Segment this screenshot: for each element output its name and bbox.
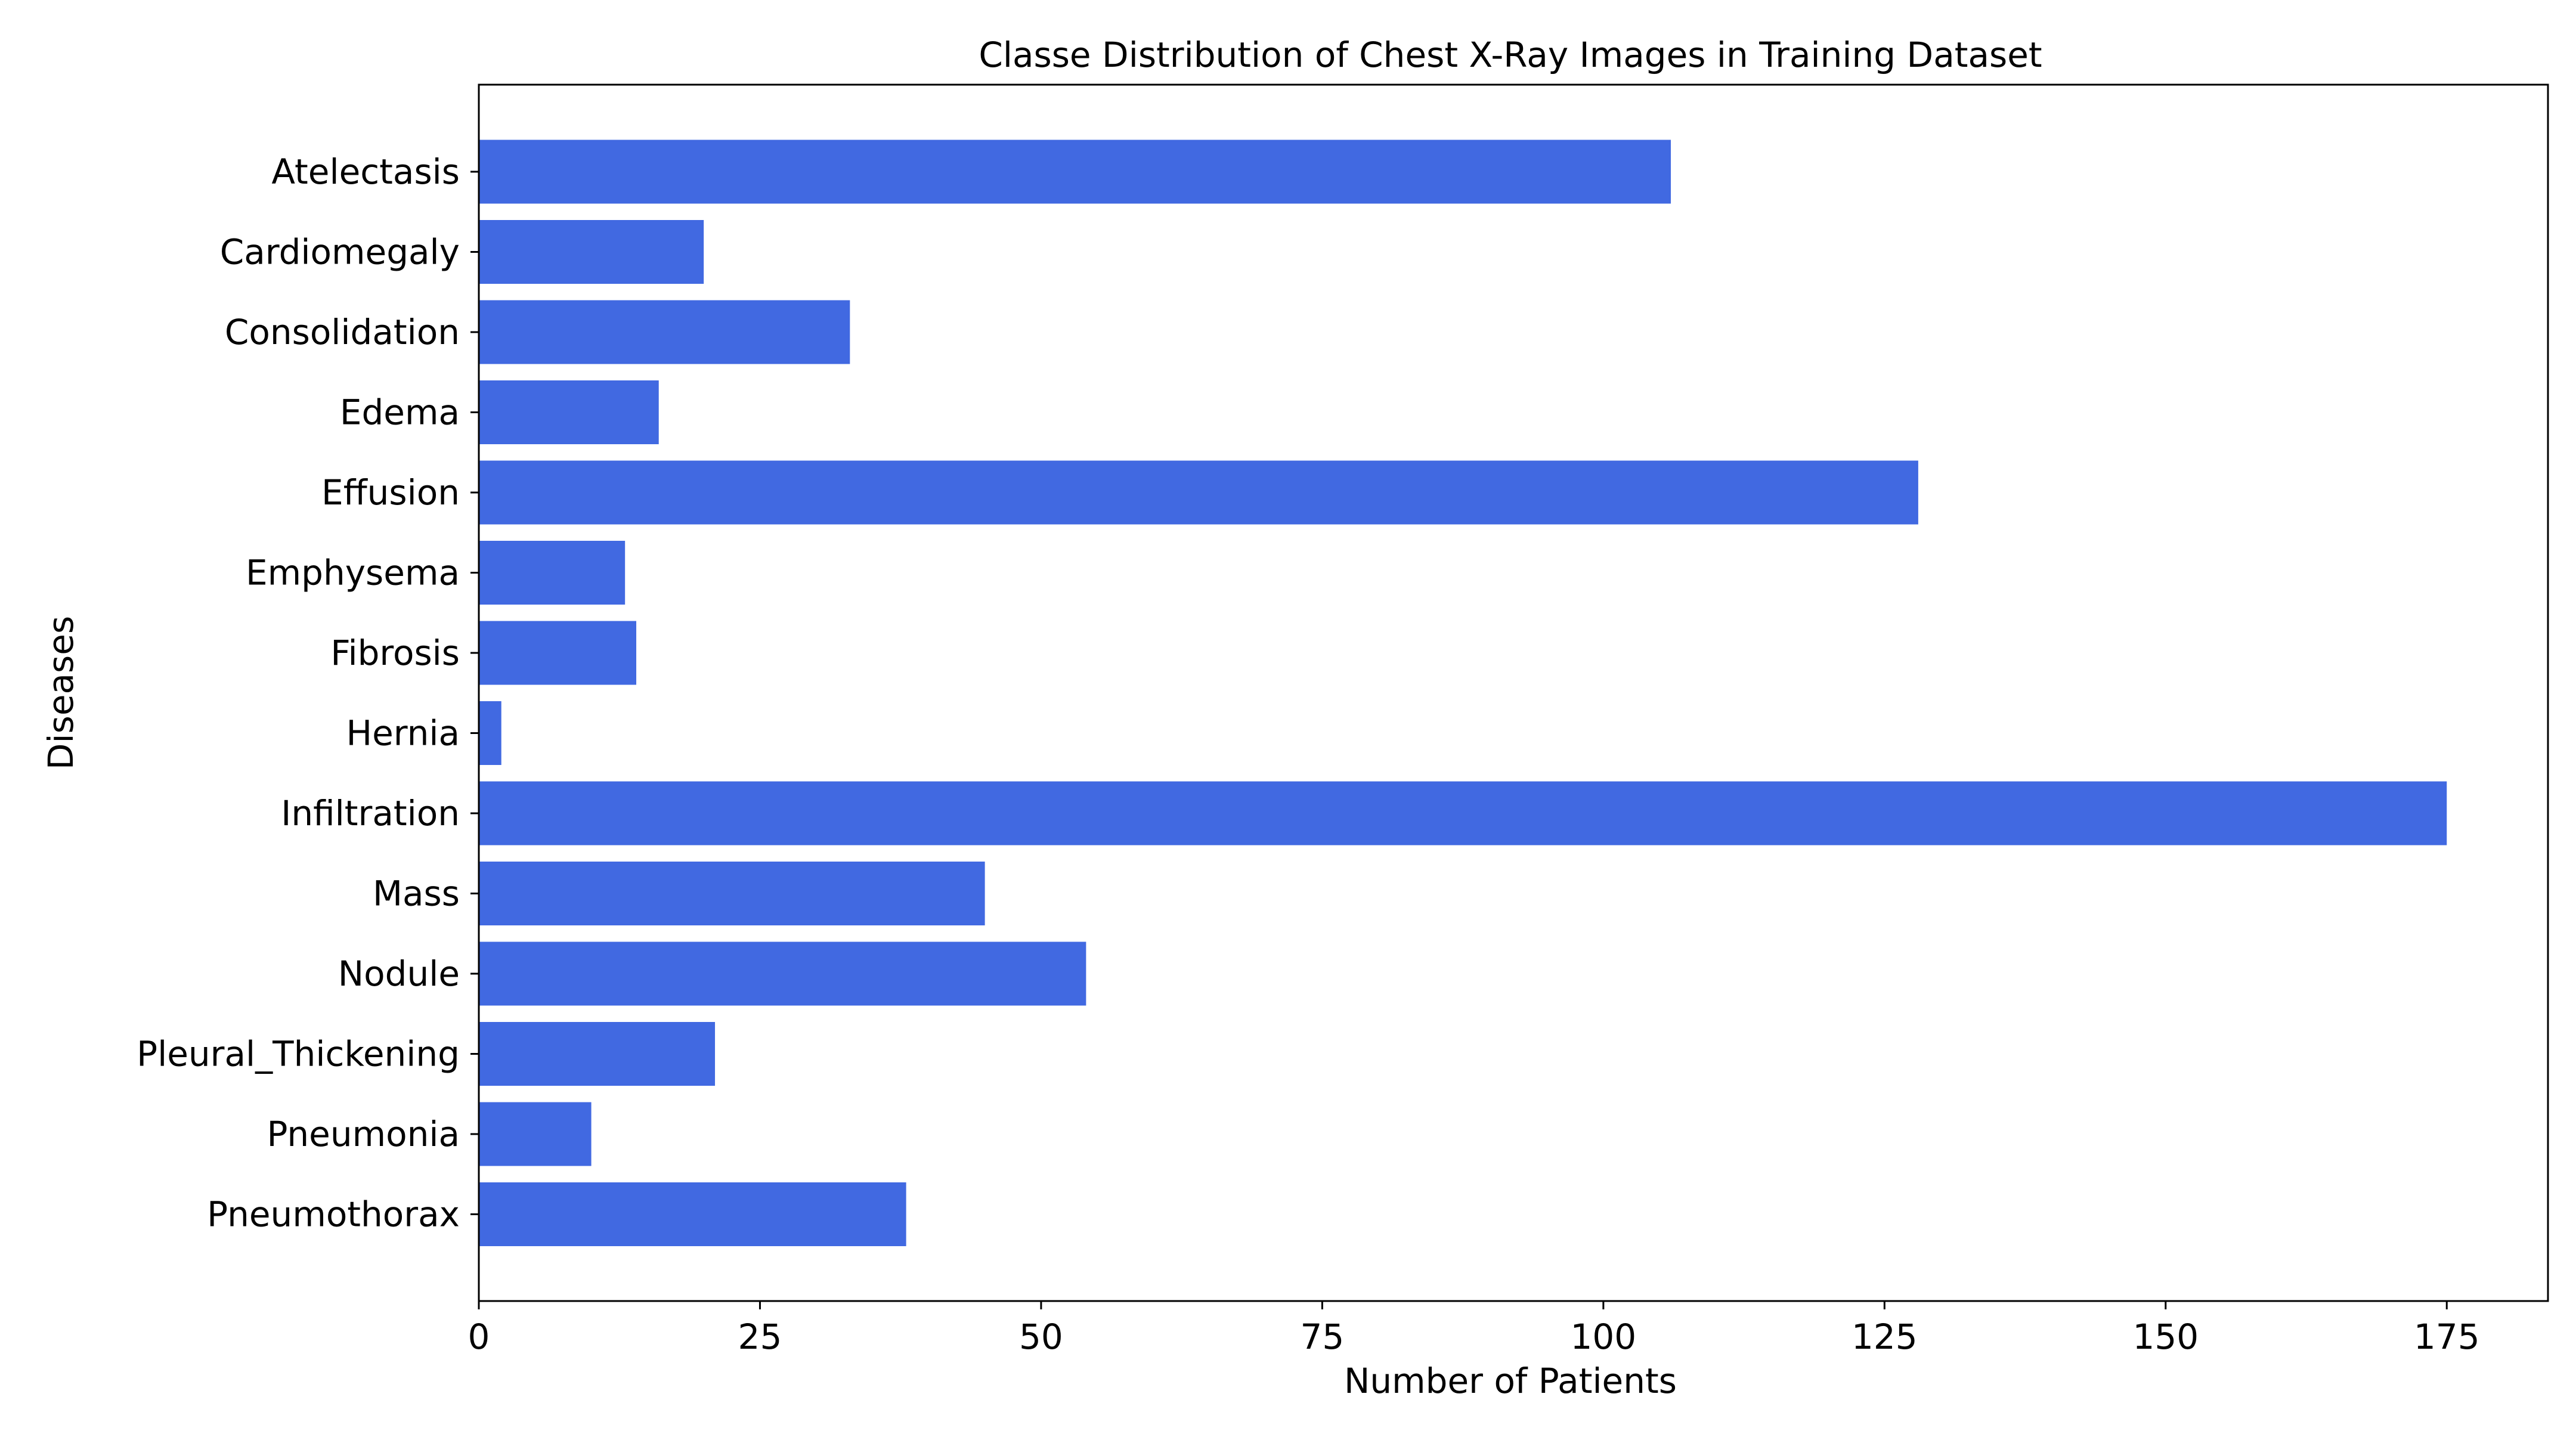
y-tick-label: Edema: [340, 392, 460, 433]
bar-fibrosis: [479, 621, 637, 685]
x-tick-label: 150: [2132, 1317, 2199, 1357]
x-tick-label: 0: [468, 1317, 490, 1357]
bar-infiltration: [479, 781, 2447, 845]
y-tick-label: Infiltration: [281, 793, 460, 834]
y-tick-label: Atelectasis: [271, 151, 460, 192]
x-tick-label: 175: [2414, 1317, 2480, 1357]
bar-hernia: [479, 701, 501, 765]
x-tick-label: 75: [1300, 1317, 1344, 1357]
bar-atelectasis: [479, 140, 1671, 204]
bar-cardiomegaly: [479, 220, 704, 284]
bar-nodule: [479, 941, 1086, 1006]
y-tick-label: Effusion: [321, 472, 460, 513]
bar-pneumonia: [479, 1102, 592, 1166]
bars-layer: [479, 140, 2447, 1246]
plot-frame: [478, 83, 2549, 1302]
y-axis-title: Diseases: [41, 616, 81, 770]
y-tick-label: Pleural_Thickening: [137, 1034, 460, 1074]
y-tick-label: Fibrosis: [330, 633, 460, 673]
y-tick-label: Mass: [373, 874, 460, 914]
bar-pneumothorax: [479, 1182, 906, 1246]
chart-title: Classe Distribution of Chest X-Ray Image…: [979, 35, 2042, 75]
y-tick-label: Nodule: [338, 953, 460, 994]
bar-mass: [479, 862, 985, 925]
y-tick-label: Cardiomegaly: [220, 232, 460, 272]
y-tick-label: Pneumothorax: [207, 1194, 460, 1235]
y-axis-ticks: Atelectasis Cardiomegaly Consolidation Edem…: [137, 151, 479, 1235]
bar-emphysema: [479, 541, 626, 605]
bar-edema: [479, 380, 659, 444]
y-tick-label: Consolidation: [225, 312, 460, 352]
y-tick-label: Emphysema: [246, 553, 460, 593]
x-tick-label: 50: [1019, 1317, 1063, 1357]
x-tick-label: 125: [1852, 1317, 1918, 1357]
x-tick-label: 25: [738, 1317, 782, 1357]
bar-effusion: [479, 460, 1918, 525]
bar-consolidation: [479, 300, 850, 364]
x-axis-title: Number of Patients: [1344, 1361, 1677, 1401]
x-axis-ticks: 0 25 50 75 100 125 150 175: [468, 1301, 2480, 1357]
x-tick-label: 100: [1571, 1317, 1637, 1357]
y-tick-label: Pneumonia: [267, 1114, 460, 1154]
bar-pleural-thickening: [479, 1022, 716, 1086]
y-tick-label: Hernia: [346, 713, 460, 754]
